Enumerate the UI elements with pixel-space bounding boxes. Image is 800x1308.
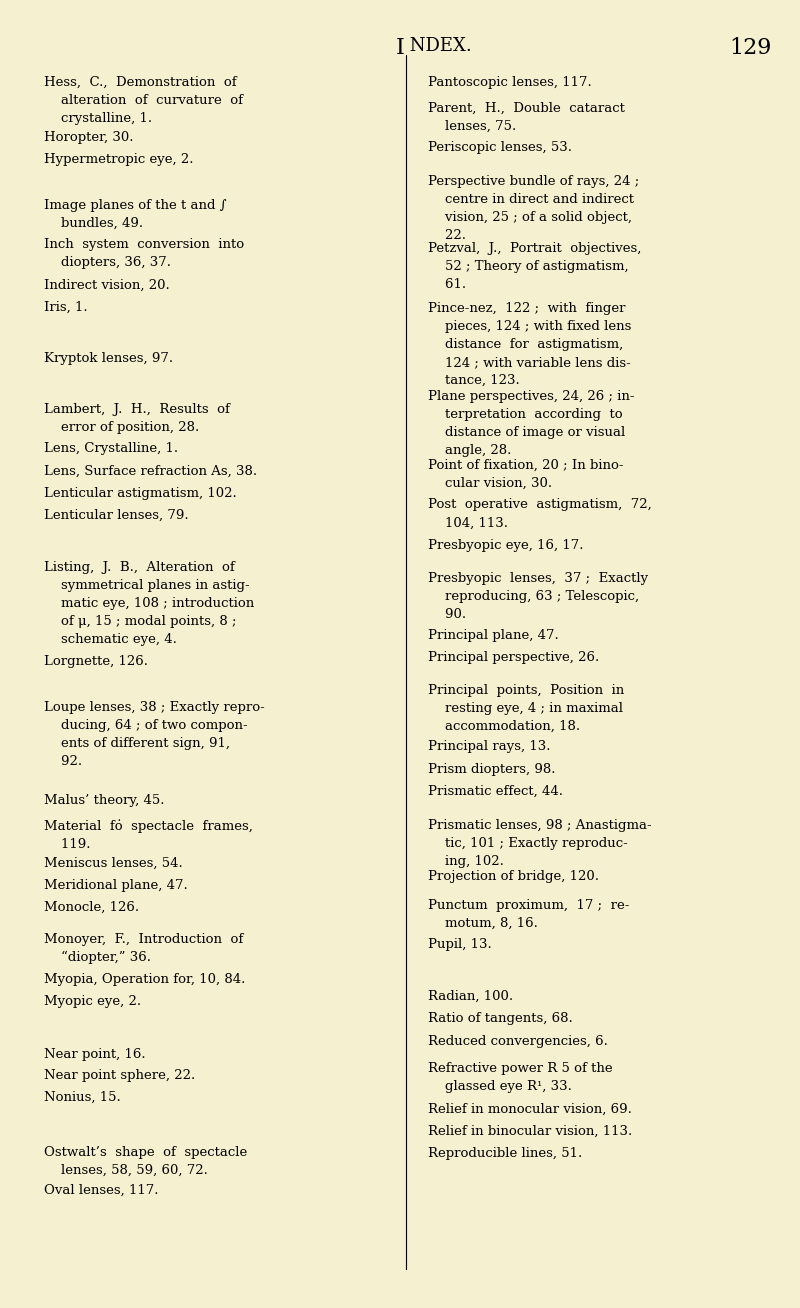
Text: Indirect vision, 20.: Indirect vision, 20. — [44, 279, 170, 292]
Text: Prismatic effect, 44.: Prismatic effect, 44. — [428, 785, 563, 798]
Text: Lens, Surface refraction As, 38.: Lens, Surface refraction As, 38. — [44, 464, 257, 477]
Text: Myopic eye, 2.: Myopic eye, 2. — [44, 995, 141, 1008]
Text: Principal plane, 47.: Principal plane, 47. — [428, 629, 558, 642]
Text: Iris, 1.: Iris, 1. — [44, 301, 88, 314]
Text: Material  fȯ  spectacle  frames,
    119.: Material fȯ spectacle frames, 119. — [44, 819, 253, 850]
Text: Reduced convergencies, 6.: Reduced convergencies, 6. — [428, 1035, 608, 1048]
Text: Lorgnette, 126.: Lorgnette, 126. — [44, 655, 148, 668]
Text: Near point sphere, 22.: Near point sphere, 22. — [44, 1069, 195, 1082]
Text: 129: 129 — [730, 37, 772, 59]
Text: Punctum  proximum,  17 ;  re-
    motum, 8, 16.: Punctum proximum, 17 ; re- motum, 8, 16. — [428, 899, 630, 930]
Text: Pantoscopic lenses, 117.: Pantoscopic lenses, 117. — [428, 76, 592, 89]
Text: Myopia, Operation for, 10, 84.: Myopia, Operation for, 10, 84. — [44, 973, 246, 986]
Text: Pupil, 13.: Pupil, 13. — [428, 938, 492, 951]
Text: Lambert,  J.  H.,  Results  of
    error of position, 28.: Lambert, J. H., Results of error of posi… — [44, 403, 230, 434]
Text: Periscopic lenses, 53.: Periscopic lenses, 53. — [428, 141, 572, 154]
Text: Principal rays, 13.: Principal rays, 13. — [428, 740, 550, 753]
Text: NDEX.: NDEX. — [404, 37, 472, 55]
Text: Presbyopic eye, 16, 17.: Presbyopic eye, 16, 17. — [428, 539, 583, 552]
Text: Perspective bundle of rays, 24 ;
    centre in direct and indirect
    vision, 2: Perspective bundle of rays, 24 ; centre … — [428, 175, 639, 242]
Text: Ostwalt’s  shape  of  spectacle
    lenses, 58, 59, 60, 72.: Ostwalt’s shape of spectacle lenses, 58,… — [44, 1146, 247, 1177]
Text: Hypermetropic eye, 2.: Hypermetropic eye, 2. — [44, 153, 194, 166]
Text: Presbyopic  lenses,  37 ;  Exactly
    reproducing, 63 ; Telescopic,
    90.: Presbyopic lenses, 37 ; Exactly reproduc… — [428, 572, 648, 620]
Text: Pince-nez,  122 ;  with  finger
    pieces, 124 ; with fixed lens
    distance  : Pince-nez, 122 ; with finger pieces, 124… — [428, 302, 631, 387]
Text: Hess,  C.,  Demonstration  of
    alteration  of  curvature  of
    crystalline,: Hess, C., Demonstration of alteration of… — [44, 76, 243, 124]
Text: Relief in monocular vision, 69.: Relief in monocular vision, 69. — [428, 1103, 632, 1116]
Text: Near point, 16.: Near point, 16. — [44, 1048, 146, 1061]
Text: Kryptok lenses, 97.: Kryptok lenses, 97. — [44, 352, 173, 365]
Text: Monoyer,  F.,  Introduction  of
    “diopter,” 36.: Monoyer, F., Introduction of “diopter,” … — [44, 933, 243, 964]
Text: Plane perspectives, 24, 26 ; in-
    terpretation  according  to
    distance of: Plane perspectives, 24, 26 ; in- terpret… — [428, 390, 634, 456]
Text: Parent,  H.,  Double  cataract
    lenses, 75.: Parent, H., Double cataract lenses, 75. — [428, 102, 625, 133]
Text: Monocle, 126.: Monocle, 126. — [44, 901, 139, 914]
Text: Meniscus lenses, 54.: Meniscus lenses, 54. — [44, 857, 182, 870]
Text: Nonius, 15.: Nonius, 15. — [44, 1091, 121, 1104]
Text: Loupe lenses, 38 ; Exactly repro-
    ducing, 64 ; of two compon-
    ents of di: Loupe lenses, 38 ; Exactly repro- ducing… — [44, 701, 265, 768]
Text: Refractive power R 5 of the
    glassed eye R¹, 33.: Refractive power R 5 of the glassed eye … — [428, 1062, 613, 1093]
Text: Horopter, 30.: Horopter, 30. — [44, 131, 134, 144]
Text: Post  operative  astigmatism,  72,
    104, 113.: Post operative astigmatism, 72, 104, 113… — [428, 498, 652, 530]
Text: Petzval,  J.,  Portrait  objectives,
    52 ; Theory of astigmatism,
    61.: Petzval, J., Portrait objectives, 52 ; T… — [428, 242, 642, 290]
Text: I: I — [395, 37, 405, 59]
Text: Prism diopters, 98.: Prism diopters, 98. — [428, 763, 555, 776]
Text: Meridional plane, 47.: Meridional plane, 47. — [44, 879, 188, 892]
Text: Oval lenses, 117.: Oval lenses, 117. — [44, 1184, 158, 1197]
Text: Reproducible lines, 51.: Reproducible lines, 51. — [428, 1147, 582, 1160]
Text: Lenticular lenses, 79.: Lenticular lenses, 79. — [44, 509, 189, 522]
Text: Malus’ theory, 45.: Malus’ theory, 45. — [44, 794, 165, 807]
Text: Prismatic lenses, 98 ; Anastigma-
    tic, 101 ; Exactly reproduc-
    ing, 102.: Prismatic lenses, 98 ; Anastigma- tic, 1… — [428, 819, 652, 867]
Text: Lens, Crystalline, 1.: Lens, Crystalline, 1. — [44, 442, 178, 455]
Text: Principal perspective, 26.: Principal perspective, 26. — [428, 651, 599, 664]
Text: Listing,  J.  B.,  Alteration  of
    symmetrical planes in astig-
    matic eye: Listing, J. B., Alteration of symmetrica… — [44, 561, 254, 646]
Text: Inch  system  conversion  into
    diopters, 36, 37.: Inch system conversion into diopters, 36… — [44, 238, 244, 269]
Text: Principal  points,  Position  in
    resting eye, 4 ; in maximal
    accommodati: Principal points, Position in resting ey… — [428, 684, 624, 732]
Text: Image planes of the t and ∫
    bundles, 49.: Image planes of the t and ∫ bundles, 49. — [44, 199, 226, 230]
Text: Lenticular astigmatism, 102.: Lenticular astigmatism, 102. — [44, 487, 237, 500]
Text: Point of fixation, 20 ; In bino-
    cular vision, 30.: Point of fixation, 20 ; In bino- cular v… — [428, 459, 623, 490]
Text: Projection of bridge, 120.: Projection of bridge, 120. — [428, 870, 599, 883]
Text: Radian, 100.: Radian, 100. — [428, 990, 513, 1003]
Text: Relief in binocular vision, 113.: Relief in binocular vision, 113. — [428, 1125, 632, 1138]
Text: Ratio of tangents, 68.: Ratio of tangents, 68. — [428, 1012, 573, 1025]
